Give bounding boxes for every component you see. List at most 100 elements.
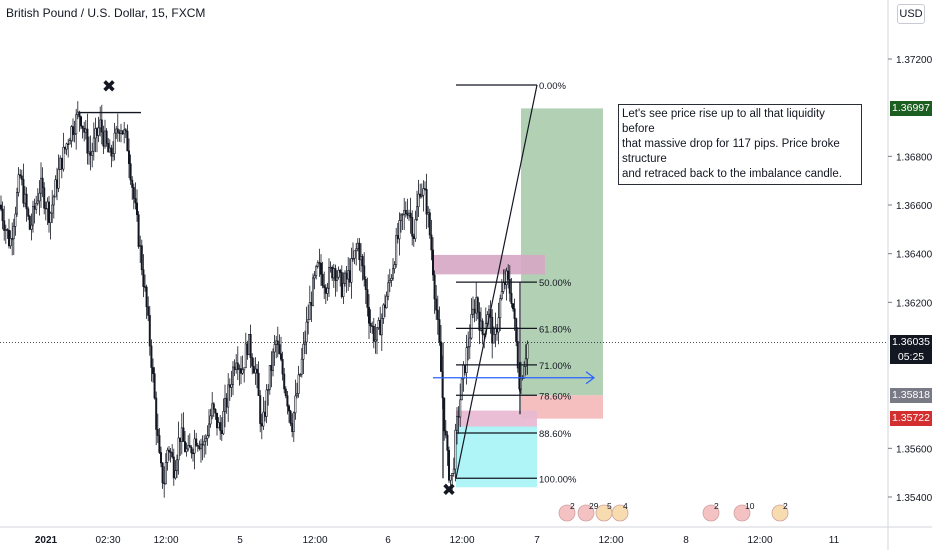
candle-body — [292, 412, 295, 432]
candle-body — [72, 126, 75, 136]
x-tick-label: 02:30 — [95, 535, 120, 546]
y-tick-label: 1.37200 — [896, 55, 932, 66]
candle-body — [403, 210, 406, 215]
candle-body — [468, 337, 471, 347]
candle-body — [500, 291, 503, 299]
candle-body — [201, 443, 204, 446]
profit-zone — [521, 108, 603, 396]
candle-body — [230, 384, 233, 388]
candle-body — [195, 438, 198, 446]
candle-body — [187, 445, 190, 450]
candle-body — [108, 147, 111, 153]
annotation-box[interactable]: Let's see price rise up to all that liqu… — [618, 104, 862, 185]
candle-body — [471, 308, 474, 315]
candle-body — [188, 445, 191, 448]
candle-body — [28, 216, 31, 230]
event-flag-icon — [577, 504, 595, 522]
candle-body — [243, 367, 246, 371]
x-tick-label: 12:00 — [449, 535, 474, 546]
candle-body — [204, 438, 207, 442]
candle-body — [278, 344, 281, 355]
candle-body — [363, 265, 366, 280]
candle-body — [46, 201, 49, 210]
candle-body — [233, 366, 236, 370]
currency-button[interactable]: USD — [897, 4, 925, 24]
event-flag-icon — [733, 504, 751, 522]
candle-body — [192, 452, 195, 455]
candle-body — [494, 327, 497, 335]
candle-body — [508, 279, 511, 294]
candle-body — [35, 202, 38, 210]
x-tick-label: 2021 — [35, 535, 58, 546]
y-tick-label: 1.36400 — [896, 250, 932, 261]
candle-body — [182, 427, 185, 442]
candle-body — [246, 343, 249, 356]
x-tick-label: 12:00 — [302, 535, 327, 546]
candle-body — [155, 397, 158, 430]
candle-body — [198, 445, 201, 450]
candle-body — [179, 437, 182, 442]
candle-body — [153, 373, 156, 399]
fib-level-label: 50.00% — [539, 278, 572, 289]
candle-body — [217, 422, 220, 429]
candle-body — [491, 316, 494, 344]
candle-body — [439, 341, 442, 372]
candle-body — [120, 130, 123, 134]
candle-body — [358, 242, 361, 261]
candle-body — [478, 311, 481, 331]
candle-body — [91, 150, 94, 156]
candle-body — [174, 470, 177, 479]
candle-body — [145, 286, 148, 308]
candle-body — [43, 187, 46, 209]
candle-body — [244, 343, 247, 369]
event-flag-icon — [611, 504, 629, 522]
candle-body — [385, 295, 388, 309]
candle-body — [84, 128, 87, 133]
candle-body — [526, 343, 529, 360]
event-count-label: 10 — [745, 501, 755, 511]
candle-body — [356, 242, 359, 250]
candle-body — [462, 364, 465, 380]
y-tick-label: 1.36600 — [896, 201, 932, 212]
candle-body — [86, 128, 89, 154]
candle-body — [11, 238, 14, 240]
y-tick-label: 1.35400 — [896, 493, 932, 504]
candle-body — [523, 366, 526, 379]
candle-body — [449, 475, 452, 481]
candle-body — [364, 279, 367, 290]
candle-body — [251, 357, 254, 367]
fib-level-label: 100.00% — [539, 474, 577, 485]
candle-body — [110, 147, 113, 157]
candle-body — [224, 397, 227, 412]
candle-body — [332, 268, 335, 279]
candle-body — [326, 287, 329, 294]
candle-body — [211, 403, 214, 417]
candle-body — [212, 403, 215, 410]
candle-body — [73, 133, 76, 136]
candle-body — [303, 341, 306, 345]
candle-body — [510, 292, 513, 304]
candle-body — [144, 286, 147, 288]
candle-body — [19, 174, 22, 177]
candle-body — [225, 397, 228, 408]
candle-body — [388, 280, 391, 284]
candle-body — [252, 365, 255, 374]
candle-body — [25, 193, 28, 210]
candle-body — [259, 395, 262, 424]
candle-body — [100, 119, 103, 133]
candle-body — [476, 297, 479, 313]
candle-body — [67, 143, 70, 145]
candle-body — [176, 459, 179, 472]
candle-body — [281, 359, 284, 375]
candle-body — [220, 430, 223, 434]
candle-body — [267, 389, 270, 391]
candle-body — [8, 230, 11, 247]
candle-body — [351, 258, 354, 260]
candle-body — [460, 378, 463, 401]
candle-body — [511, 303, 514, 310]
candle-body — [465, 347, 468, 373]
candle-body — [329, 266, 332, 269]
candle-body — [227, 384, 230, 408]
